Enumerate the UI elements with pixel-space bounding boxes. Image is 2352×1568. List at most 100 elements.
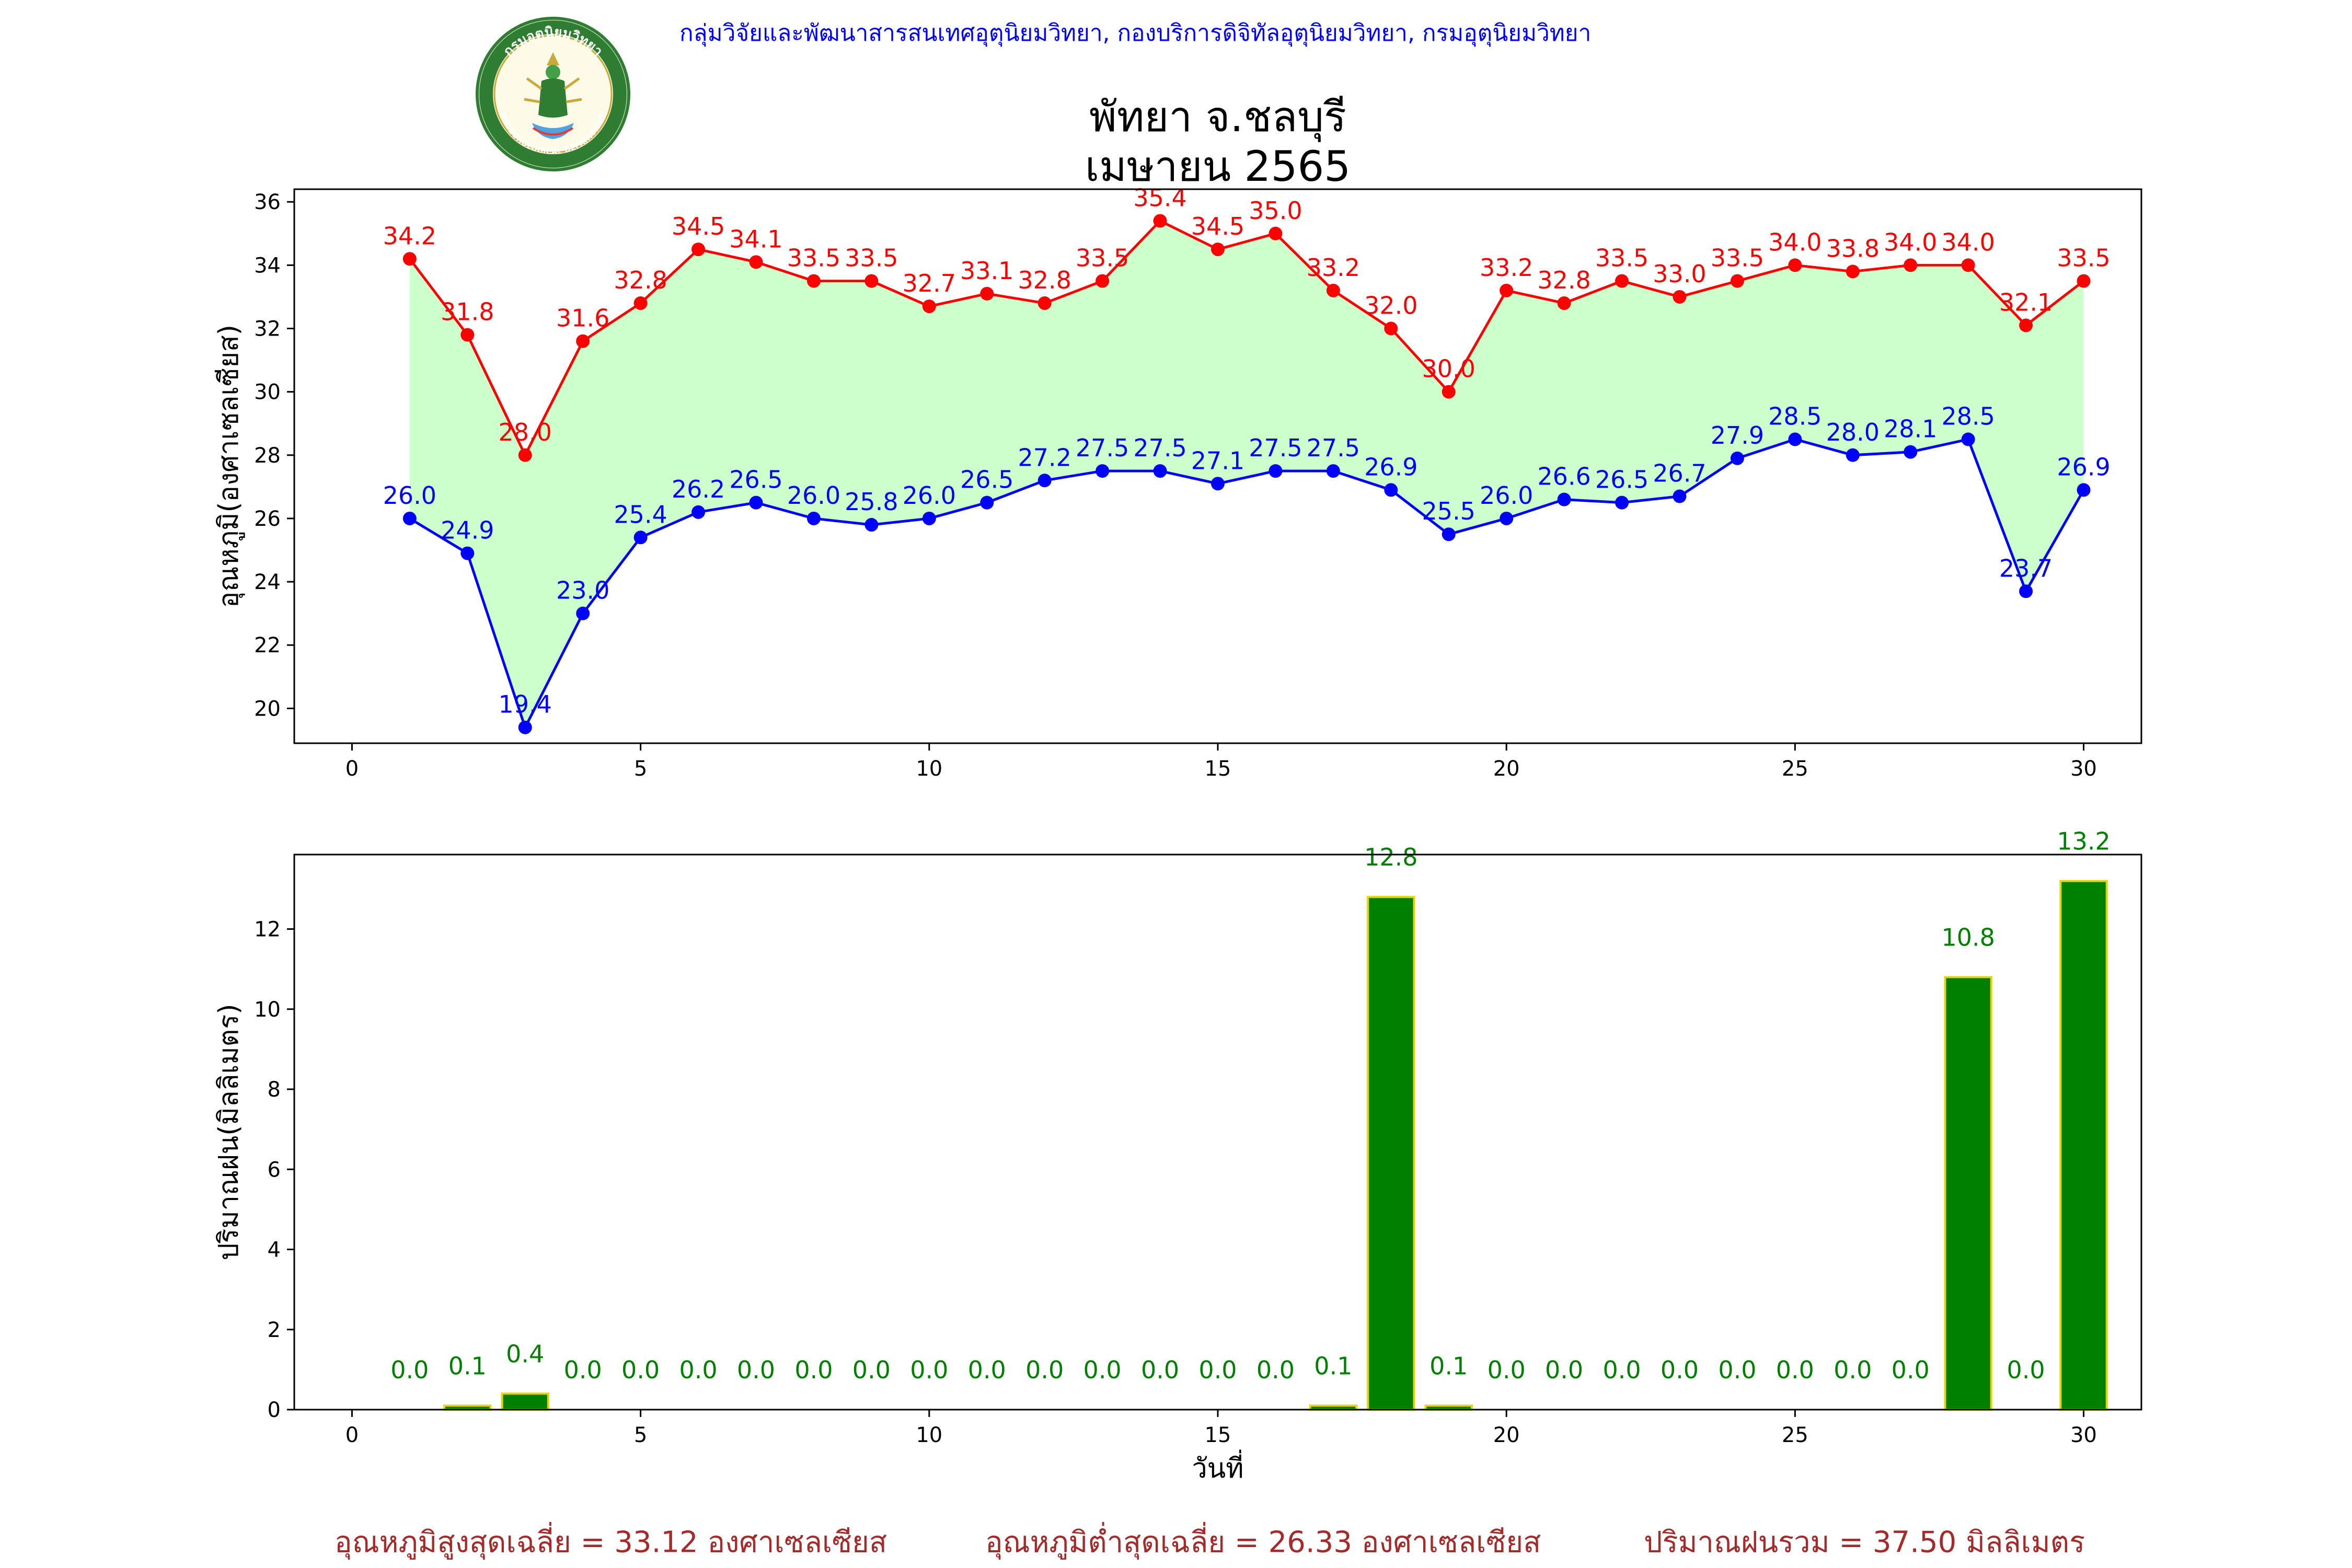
min-temp-point bbox=[402, 511, 417, 525]
temperature-panel: 0 5 10 15 20 25 30 20 22 24 26 28 30 32 34 36 อุณหภูมิ(อ… bbox=[213, 184, 2142, 781]
min-temp-data-label: 27.9 bbox=[1711, 421, 1764, 449]
min-temp-point bbox=[460, 546, 475, 560]
rain-y-tick-label: 2 bbox=[268, 1318, 281, 1342]
temp-x-tick-label: 5 bbox=[634, 757, 647, 781]
min-temp-point bbox=[1500, 511, 1514, 525]
min-temp-point bbox=[1904, 445, 1918, 459]
min-temp-data-label: 25.8 bbox=[845, 488, 898, 516]
min-temp-point bbox=[1961, 432, 1975, 446]
min-temp-data-label: 26.0 bbox=[1480, 481, 1533, 510]
rain-data-label: 0.1 bbox=[1314, 1352, 1352, 1380]
min-temp-point bbox=[1153, 464, 1167, 478]
rain-data-label: 0.0 bbox=[621, 1356, 660, 1384]
meteorological-department-logo: กรมอุตุนิยมวิทยา METEOROLOGICAL DEPARTME… bbox=[476, 17, 630, 171]
min-temp-data-label: 26.5 bbox=[960, 466, 1013, 494]
max-temp-point bbox=[1442, 385, 1456, 399]
min-temp-data-label: 26.6 bbox=[1537, 463, 1590, 491]
min-temp-data-label: 26.0 bbox=[383, 481, 436, 510]
min-temp-data-label: 28.1 bbox=[1884, 415, 1937, 443]
rain-data-label: 0.0 bbox=[794, 1356, 833, 1384]
min-temp-data-label: 27.1 bbox=[1191, 446, 1244, 475]
max-temp-point bbox=[806, 274, 821, 288]
min-temp-point bbox=[1326, 464, 1340, 478]
temp-y-axis-label: อุณหภูมิ(องศาเซลเซียส) bbox=[213, 325, 245, 608]
max-temp-data-label: 30.0 bbox=[1422, 355, 1475, 383]
min-temp-point bbox=[1788, 432, 1802, 446]
max-temp-point bbox=[518, 448, 532, 462]
min-temp-point bbox=[1384, 483, 1398, 497]
max-temp-data-label: 34.2 bbox=[383, 222, 436, 250]
rain-x-tick-label: 20 bbox=[1493, 1423, 1520, 1447]
max-temp-point bbox=[1269, 226, 1283, 240]
rain-bar bbox=[2059, 880, 2108, 1411]
temp-y-tick-label: 28 bbox=[254, 444, 281, 468]
rain-data-label: 0.0 bbox=[1776, 1356, 1814, 1384]
rain-data-label: 0.0 bbox=[910, 1356, 948, 1384]
temp-y-tick-label: 34 bbox=[254, 253, 281, 278]
min-temp-point bbox=[980, 495, 994, 510]
min-temp-data-label: 27.5 bbox=[1133, 434, 1186, 462]
max-temp-data-label: 33.5 bbox=[1711, 244, 1764, 272]
max-temp-data-label: 33.2 bbox=[1307, 253, 1360, 282]
max-temp-point bbox=[922, 299, 936, 314]
temp-y-tick-label: 30 bbox=[254, 381, 281, 405]
logo-deity-figure bbox=[524, 52, 582, 139]
min-temp-point bbox=[1615, 495, 1629, 510]
max-temp-point bbox=[1500, 283, 1514, 297]
rain-x-tick-label: 30 bbox=[2070, 1423, 2097, 1447]
rain-data-label: 0.1 bbox=[1429, 1352, 1468, 1380]
min-temp-point bbox=[806, 511, 821, 525]
min-temp-point bbox=[1846, 448, 1860, 462]
max-temp-point bbox=[1096, 274, 1110, 288]
min-temp-line bbox=[409, 437, 2085, 731]
rain-x-tick-label: 25 bbox=[1782, 1423, 1808, 1447]
rain-y-tick-label: 6 bbox=[268, 1158, 281, 1182]
min-temp-data-label: 26.0 bbox=[787, 481, 840, 510]
max-temp-point bbox=[2077, 274, 2091, 288]
min-temp-point bbox=[864, 518, 879, 532]
rain-data-label: 0.0 bbox=[737, 1356, 775, 1384]
rain-data-label: 0.0 bbox=[1718, 1356, 1756, 1384]
min-temp-point bbox=[1269, 464, 1283, 478]
rain-data-label: 0.0 bbox=[1545, 1356, 1583, 1384]
min-temp-data-label: 28.5 bbox=[1768, 402, 1821, 431]
min-temp-data-label: 23.0 bbox=[556, 577, 609, 605]
temp-y-tick-label: 24 bbox=[254, 570, 281, 594]
min-temp-point bbox=[1037, 474, 1052, 488]
rain-data-label: 0.0 bbox=[1602, 1356, 1641, 1384]
max-temp-data-label: 31.6 bbox=[556, 304, 609, 332]
footer-avg-max-temp: อุณหภูมิสูงสุดเฉลี่ย = 33.12 องศาเซลเซีย… bbox=[335, 1525, 887, 1560]
min-temp-data-label: 27.5 bbox=[1249, 434, 1302, 462]
rain-plot-frame bbox=[293, 854, 2142, 1411]
temp-x-tick-label: 20 bbox=[1493, 757, 1520, 781]
min-temp-data-label: 19.4 bbox=[499, 690, 552, 719]
max-temp-point bbox=[864, 274, 879, 288]
rain-data-label: 0.0 bbox=[390, 1356, 429, 1384]
min-temp-data-label: 23.7 bbox=[1999, 554, 2053, 582]
rain-y-tick-label: 4 bbox=[268, 1238, 281, 1262]
rain-data-label: 0.0 bbox=[1083, 1356, 1122, 1384]
min-temp-data-label: 26.9 bbox=[2057, 453, 2110, 481]
min-temp-point bbox=[1442, 527, 1456, 541]
max-temp-point bbox=[691, 243, 706, 257]
max-temp-data-label: 33.2 bbox=[1480, 253, 1533, 282]
min-temp-point bbox=[576, 606, 590, 620]
rain-x-tick-label: 10 bbox=[916, 1423, 942, 1447]
min-temp-point bbox=[1211, 477, 1225, 491]
max-temp-line bbox=[408, 219, 2085, 458]
footer-avg-min-temp: อุณหภูมิต่ำสุดเฉลี่ย = 26.33 องศาเซลเซีย… bbox=[985, 1525, 1541, 1560]
max-temp-point bbox=[1904, 258, 1918, 272]
max-temp-data-label: 33.5 bbox=[845, 244, 898, 272]
min-temp-point bbox=[749, 495, 763, 510]
max-temp-point bbox=[1961, 258, 1975, 272]
rain-data-label: 0.0 bbox=[1661, 1356, 1699, 1384]
rain-y-tick-label: 0 bbox=[268, 1398, 281, 1422]
max-temp-data-label: 32.8 bbox=[1537, 266, 1590, 294]
temp-x-tick-label: 10 bbox=[916, 757, 942, 781]
max-temp-point bbox=[1673, 290, 1687, 304]
temp-y-tick-label: 26 bbox=[254, 507, 281, 531]
rain-x-axis-label: วันที่ bbox=[1192, 1449, 1243, 1484]
min-temp-data-label: 26.9 bbox=[1364, 453, 1417, 481]
rain-x-tick-label: 5 bbox=[634, 1423, 647, 1447]
max-temp-point bbox=[402, 252, 417, 266]
